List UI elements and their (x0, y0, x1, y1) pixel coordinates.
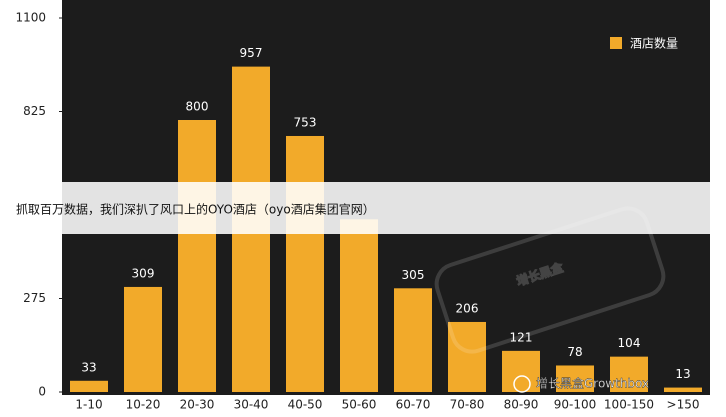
bar (340, 219, 378, 392)
bar (502, 350, 540, 392)
watermark-text: 增长黑盒Growthbox (536, 376, 649, 391)
bar (70, 380, 108, 392)
x-tick-label: 60-70 (396, 398, 431, 412)
legend-label: 酒店数量 (630, 36, 678, 51)
banner (0, 182, 726, 234)
value-label: 13 (675, 367, 690, 381)
y-tick-label: 825 (23, 104, 46, 118)
value-label: 206 (456, 301, 479, 315)
x-tick-label: 1-10 (75, 398, 102, 412)
bar (286, 135, 324, 393)
x-tick-label: 80-90 (504, 398, 539, 412)
y-tick-label: 0 (38, 385, 46, 399)
x-tick-label: 30-40 (234, 398, 269, 412)
value-label: 121 (510, 330, 533, 344)
y-tick-label: 1100 (15, 11, 46, 25)
value-label: 305 (402, 268, 425, 282)
bar (556, 365, 594, 392)
x-tick-label: 100-150 (604, 398, 654, 412)
y-tick-label: 275 (23, 291, 46, 305)
bar (124, 286, 162, 392)
bar (610, 356, 648, 392)
watermark-icon (513, 375, 531, 393)
x-tick-label: 20-30 (180, 398, 215, 412)
banner-text: 抓取百万数据，我们深扒了风口上的OYO酒店（oyo酒店集团官网） (16, 202, 375, 217)
x-tick-label: 10-20 (126, 398, 161, 412)
x-tick-label: 40-50 (288, 398, 323, 412)
legend-swatch (610, 37, 622, 49)
bar (664, 387, 702, 392)
value-label: 33 (81, 360, 96, 374)
bar (448, 321, 486, 392)
x-tick-label: 90-100 (554, 398, 597, 412)
x-tick-label: 50-60 (342, 398, 377, 412)
value-label: 957 (240, 46, 263, 60)
bar (178, 120, 216, 392)
x-tick-label: >150 (667, 398, 700, 412)
value-label: 753 (294, 115, 317, 129)
x-tick-label: 70-80 (450, 398, 485, 412)
value-label: 78 (567, 345, 582, 359)
watermark-border (434, 206, 666, 354)
value-label: 309 (132, 266, 155, 280)
value-label: 800 (186, 100, 209, 114)
bar (394, 288, 432, 392)
value-label: 104 (618, 336, 641, 350)
